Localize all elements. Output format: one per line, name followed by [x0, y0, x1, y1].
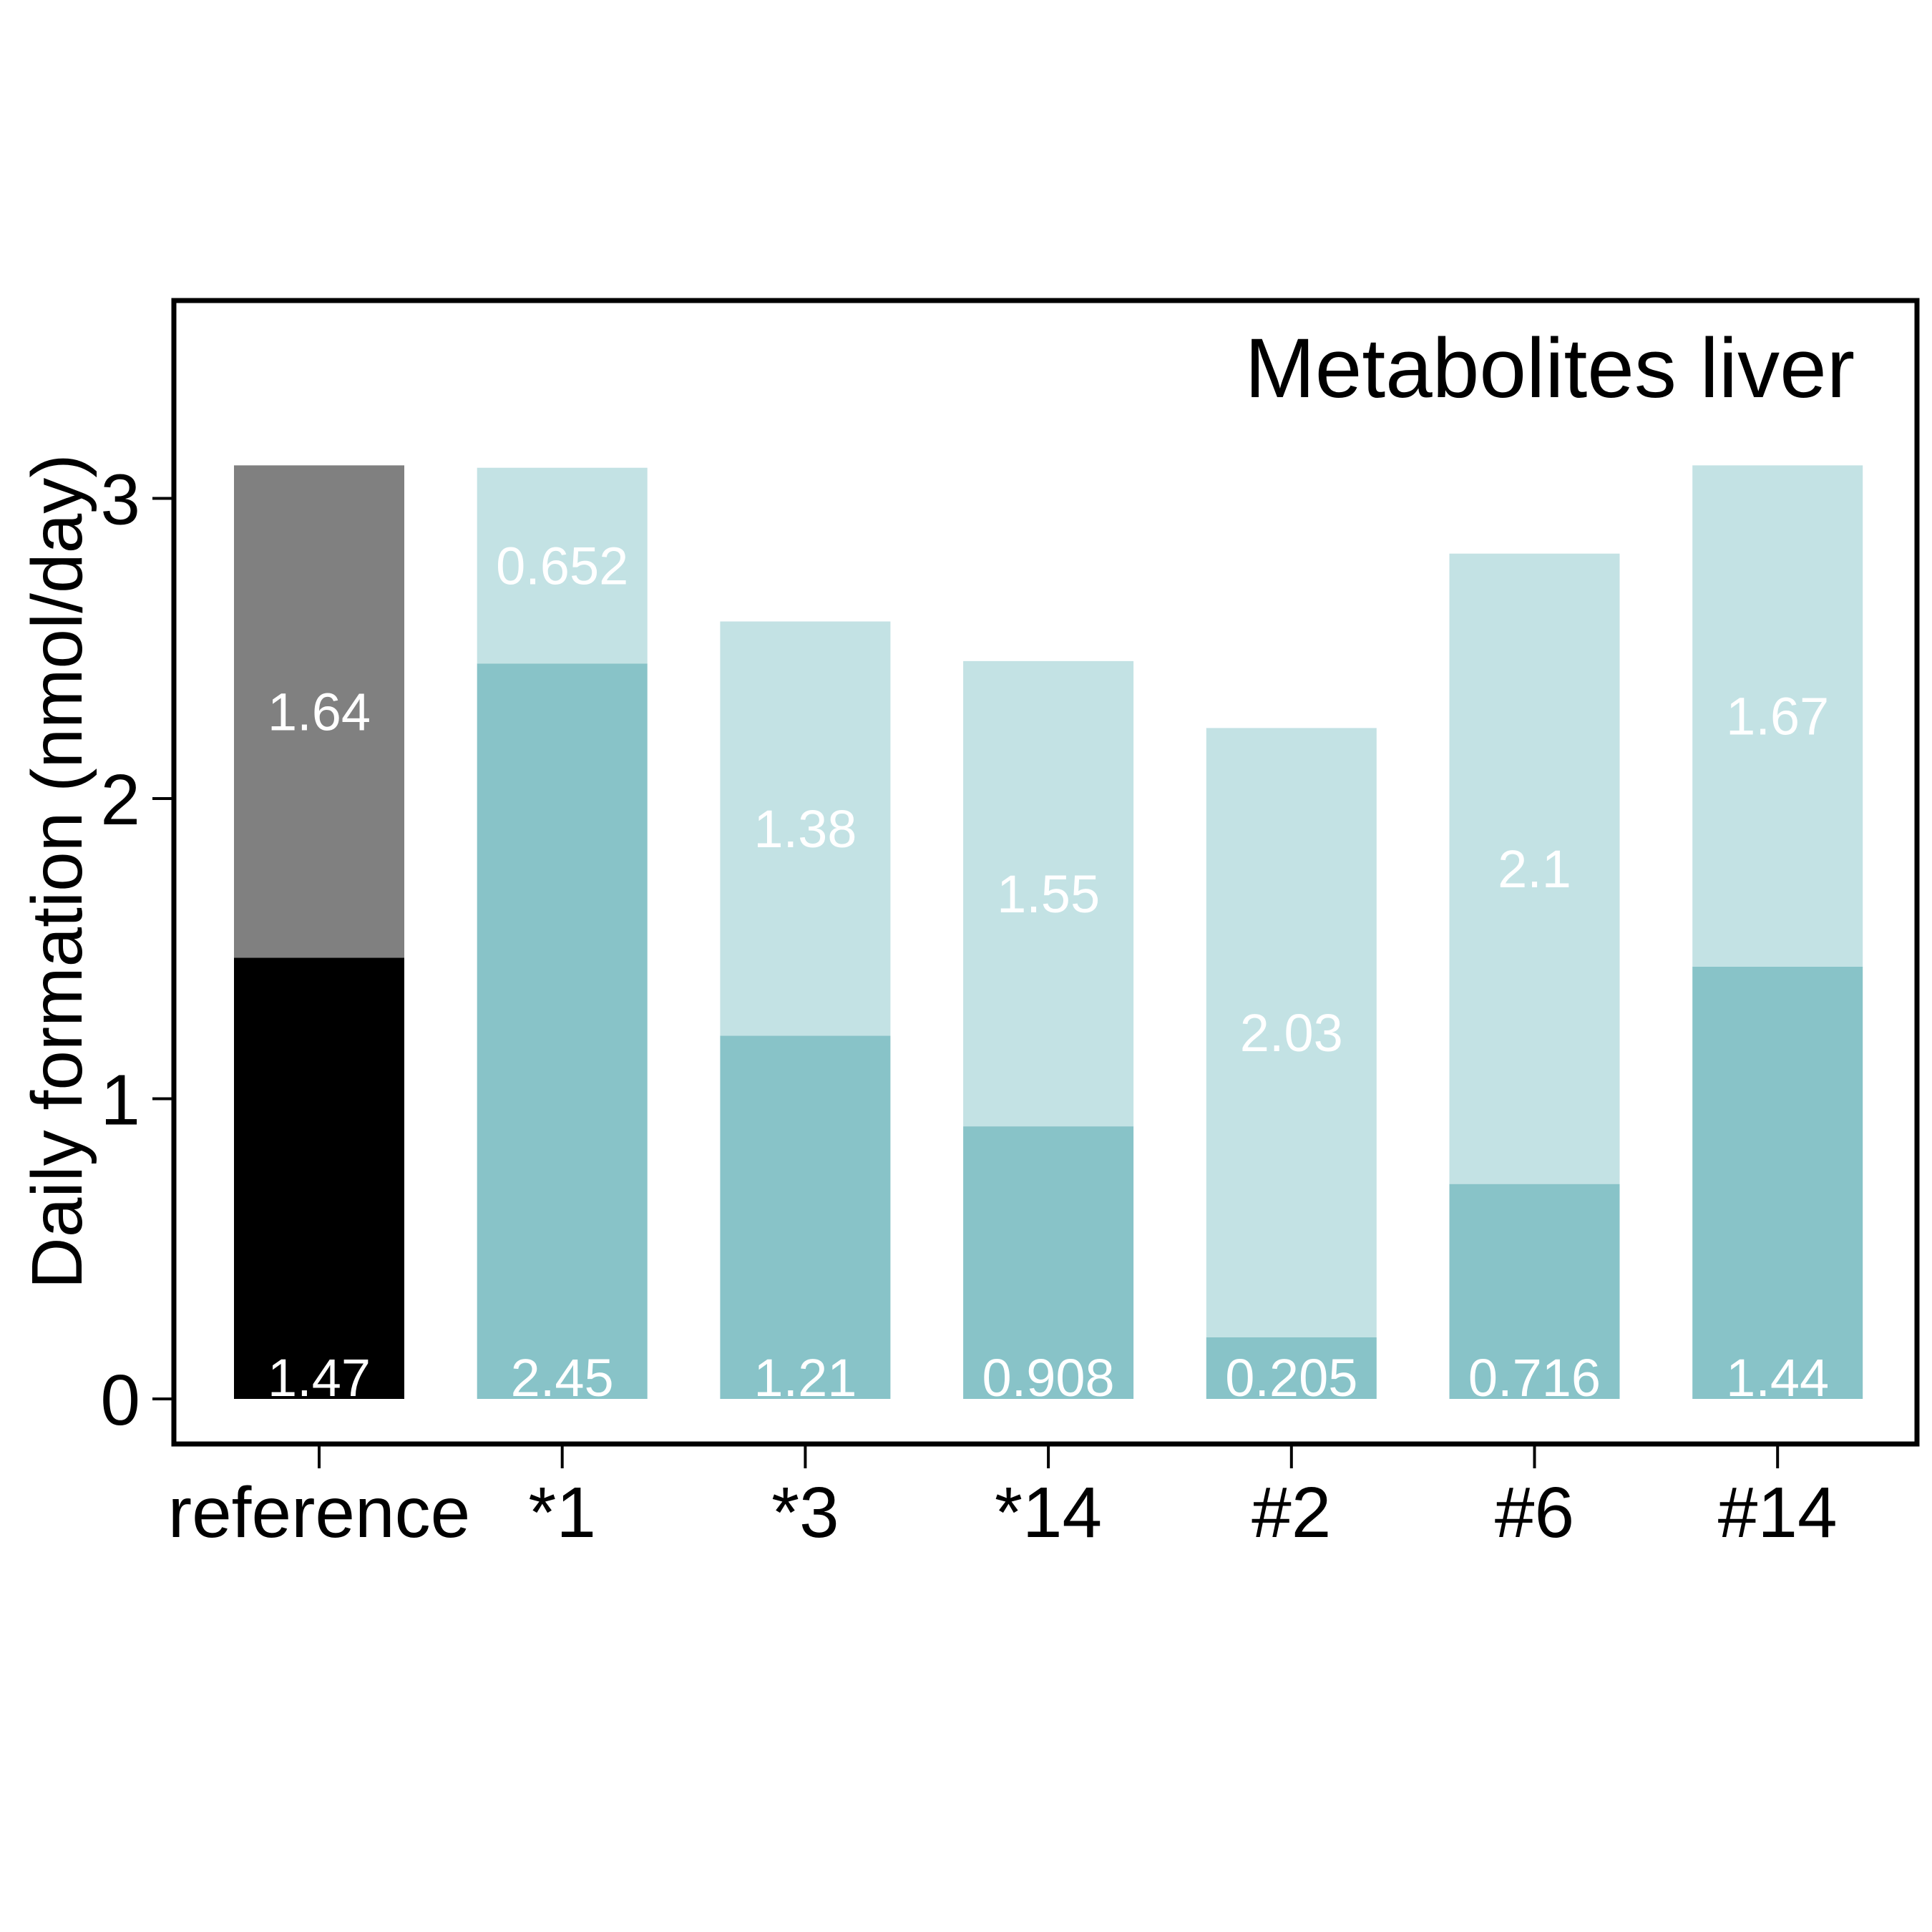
axes-layer: reference *1 *3 *14 #2 #6 #14 0 1 2 3	[100, 460, 1837, 1553]
x-tick-label-6: #6	[1495, 1473, 1574, 1553]
bar-lower-reference	[234, 957, 404, 1399]
y-tick-label-2: 2	[100, 760, 140, 840]
bar-upper-2	[1206, 728, 1377, 1338]
y-tick-label-1: 1	[100, 1060, 140, 1141]
data-label-upper-14: 1.55	[997, 864, 1100, 924]
bar-lower-14	[963, 1126, 1134, 1399]
x-tick-label-reference: reference	[168, 1473, 470, 1553]
chart-title: Metabolites liver	[1244, 321, 1855, 416]
bar-upper-1	[477, 467, 648, 664]
bars-layer	[234, 465, 1863, 1399]
bar-upper-6	[1449, 553, 1620, 1184]
bar-upper-14	[963, 660, 1134, 1127]
data-label-lower-6: 0.716	[1468, 1348, 1601, 1407]
data-label-upper-2: 2.03	[1240, 1003, 1343, 1063]
x-tick-label-14: *14	[995, 1473, 1102, 1553]
x-tick-label-3: *3	[771, 1473, 839, 1553]
data-label-lower-2: 0.205	[1225, 1348, 1357, 1407]
bar-lower-14	[1692, 966, 1863, 1399]
data-label-lower-reference: 1.47	[268, 1348, 371, 1407]
bar-upper-reference	[234, 465, 404, 958]
x-tick-label-1: *1	[528, 1473, 596, 1553]
data-label-upper-1: 0.652	[496, 536, 628, 595]
data-label-lower-14: 0.908	[982, 1348, 1115, 1407]
bar-upper-14	[1692, 465, 1863, 967]
bar-lower-2	[1206, 1337, 1377, 1399]
data-label-upper-reference: 1.64	[268, 682, 371, 741]
bar-lower-3	[720, 1035, 891, 1399]
y-tick-label-0: 0	[100, 1360, 140, 1440]
data-label-upper-6: 2.1	[1498, 839, 1571, 899]
bar-lower-6	[1449, 1184, 1620, 1399]
x-tick-label-14: #14	[1718, 1473, 1838, 1553]
bar-upper-3	[720, 621, 891, 1036]
data-label-lower-14: 1.44	[1726, 1348, 1829, 1407]
data-label-upper-14: 1.67	[1726, 687, 1829, 746]
data-label-lower-3: 1.21	[753, 1348, 857, 1407]
data-labels-layer: 1.47 1.64 2.45 0.652 1.21 1.38 0.908 1.55 0.205 2…	[268, 536, 1829, 1407]
x-tick-label-2: #2	[1252, 1473, 1331, 1553]
data-label-lower-1: 2.45	[511, 1348, 614, 1407]
y-axis-label: Daily formation (nmol/day)	[17, 454, 97, 1289]
y-tick-label-3: 3	[100, 460, 140, 540]
data-label-upper-3: 1.38	[753, 799, 857, 859]
bar-lower-1	[477, 663, 648, 1399]
plot-frame	[171, 298, 1920, 1447]
